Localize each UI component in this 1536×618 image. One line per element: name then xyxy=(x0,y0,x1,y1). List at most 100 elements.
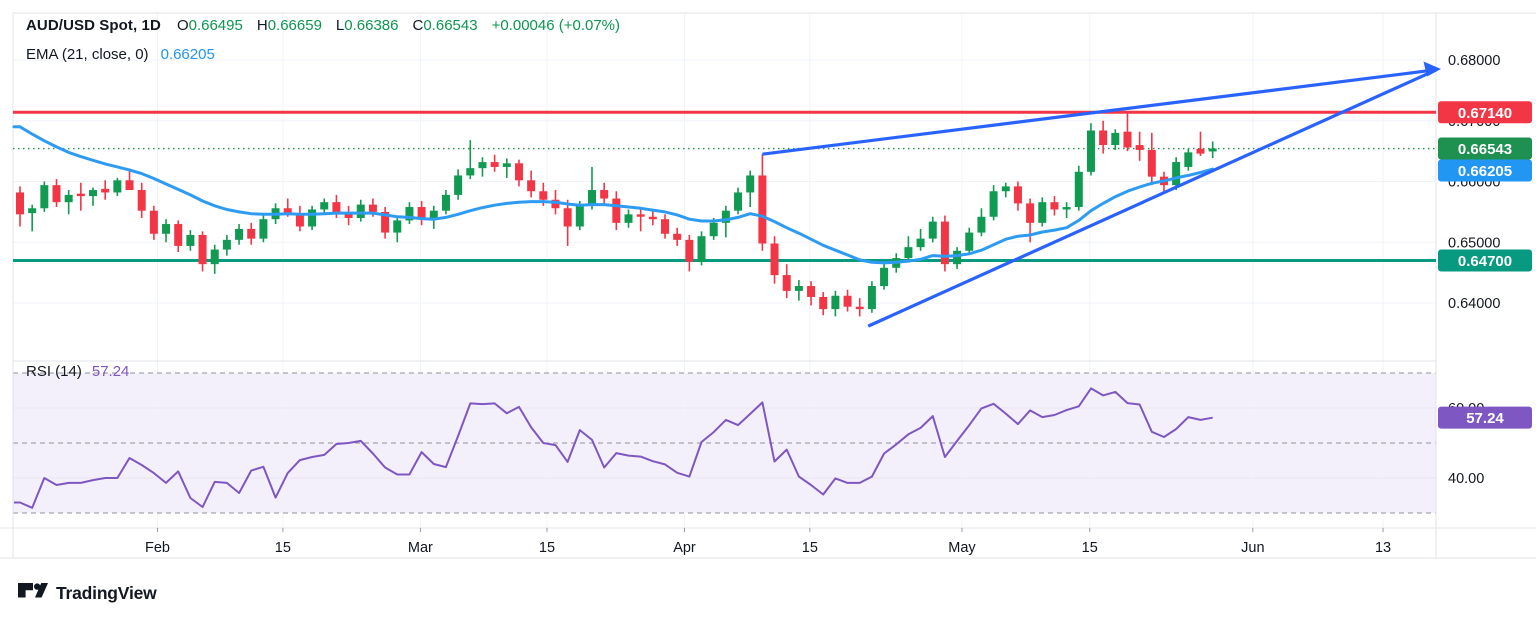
candle xyxy=(417,207,426,220)
candle xyxy=(794,286,803,291)
candle xyxy=(1196,148,1205,154)
chart-canvas[interactable]: 0.680000.670000.660000.650000.6400060.00… xyxy=(0,0,1536,565)
candle xyxy=(989,191,998,217)
candle xyxy=(198,234,207,265)
candle xyxy=(344,213,353,218)
candle xyxy=(514,163,523,181)
close-value: C0.66543 xyxy=(412,17,478,34)
high-value: H0.66659 xyxy=(256,17,322,34)
candle xyxy=(64,194,73,203)
candle xyxy=(125,180,134,191)
time-axis-label: Jun xyxy=(1241,540,1264,556)
candle xyxy=(1038,202,1047,223)
candle xyxy=(405,207,414,221)
candle xyxy=(1123,131,1132,148)
candle xyxy=(551,199,560,209)
candle xyxy=(320,202,329,210)
rsi-axis-label: 40.00 xyxy=(1448,471,1484,487)
rsi-line xyxy=(14,387,1213,509)
candle xyxy=(308,209,317,227)
svg-text:0.67140: 0.67140 xyxy=(1458,105,1512,122)
candle xyxy=(381,211,390,233)
candle xyxy=(210,249,219,265)
candle xyxy=(831,295,840,310)
candle xyxy=(746,175,755,193)
candle xyxy=(1147,149,1156,177)
candle xyxy=(174,224,183,246)
candle xyxy=(40,185,49,209)
axis-badges: 0.67140 0.66543 0.66205 0.64700 57.24 xyxy=(1438,101,1532,429)
candle xyxy=(441,194,450,211)
brand-wordmark[interactable]: TradingView xyxy=(56,582,157,603)
candle xyxy=(259,219,268,239)
candle xyxy=(76,193,85,197)
low-value: L0.66386 xyxy=(335,17,399,34)
time-axis-label: 13 xyxy=(1375,540,1391,556)
candlestick-series[interactable] xyxy=(16,111,1217,317)
candle xyxy=(478,162,487,169)
candle xyxy=(965,232,974,251)
candle xyxy=(977,216,986,233)
svg-text:0.66543: 0.66543 xyxy=(1458,141,1512,158)
svg-text:0.64700: 0.64700 xyxy=(1458,253,1512,270)
candle xyxy=(855,306,864,310)
candle xyxy=(368,204,377,212)
candle xyxy=(709,222,718,237)
candle xyxy=(758,175,767,244)
candle xyxy=(940,221,949,265)
candle xyxy=(393,220,402,233)
candle xyxy=(953,250,962,265)
candle xyxy=(490,162,499,167)
open-value: O0.66495 xyxy=(176,17,243,34)
candle xyxy=(89,190,98,197)
support-price-badge: 0.64700 xyxy=(1438,249,1532,272)
candle xyxy=(186,234,195,246)
candle xyxy=(149,210,158,234)
candle xyxy=(575,205,584,227)
candle xyxy=(454,175,463,195)
chart-frame xyxy=(0,12,1536,559)
last-price-badge: 0.66543 xyxy=(1438,137,1532,160)
svg-text:57.24: 57.24 xyxy=(1466,410,1504,427)
ema-line xyxy=(12,125,1215,265)
candle xyxy=(867,286,876,310)
candle xyxy=(1111,132,1120,146)
candle xyxy=(1062,207,1071,210)
candle xyxy=(332,202,341,214)
symbol-title: AUD/USD Spot, 1D xyxy=(26,17,161,34)
rsi-dashed-levels xyxy=(13,372,1436,514)
ema-indicator-label: EMA (21, close, 0) xyxy=(26,46,149,63)
candle xyxy=(52,185,61,203)
candle xyxy=(904,247,913,259)
candle xyxy=(137,190,146,211)
trendlines[interactable] xyxy=(762,61,1441,328)
rsi-value-badge: 57.24 xyxy=(1438,406,1532,429)
ema-row: EMA (21, close, 0) 0.66205 xyxy=(26,40,620,69)
wedge-lower xyxy=(867,68,1438,328)
wedge-upper xyxy=(762,68,1437,156)
candle xyxy=(539,191,548,200)
candle xyxy=(247,228,256,239)
candle xyxy=(1172,162,1181,186)
candle xyxy=(1050,202,1059,210)
candle xyxy=(1208,148,1217,152)
candle xyxy=(283,208,292,214)
candle xyxy=(612,198,621,223)
candle xyxy=(928,221,937,239)
candle xyxy=(880,267,889,287)
time-axis[interactable]: Feb 15 Mar 15 Apr 15 May 15 Jun 13 xyxy=(145,528,1391,556)
candle xyxy=(697,236,706,262)
time-axis-label: 15 xyxy=(1082,540,1098,556)
chart-widget: 0.680000.670000.660000.650000.6400060.00… xyxy=(0,0,1536,565)
candle xyxy=(1086,130,1095,172)
candle xyxy=(527,180,536,192)
time-axis-label: Apr xyxy=(673,540,696,556)
candle xyxy=(356,204,365,218)
tradingview-logo-icon[interactable] xyxy=(18,583,48,603)
time-axis-label: May xyxy=(948,540,976,556)
footer: TradingView xyxy=(18,580,157,606)
time-axis-label: 15 xyxy=(802,540,818,556)
candle xyxy=(162,224,171,234)
candle xyxy=(113,180,122,193)
